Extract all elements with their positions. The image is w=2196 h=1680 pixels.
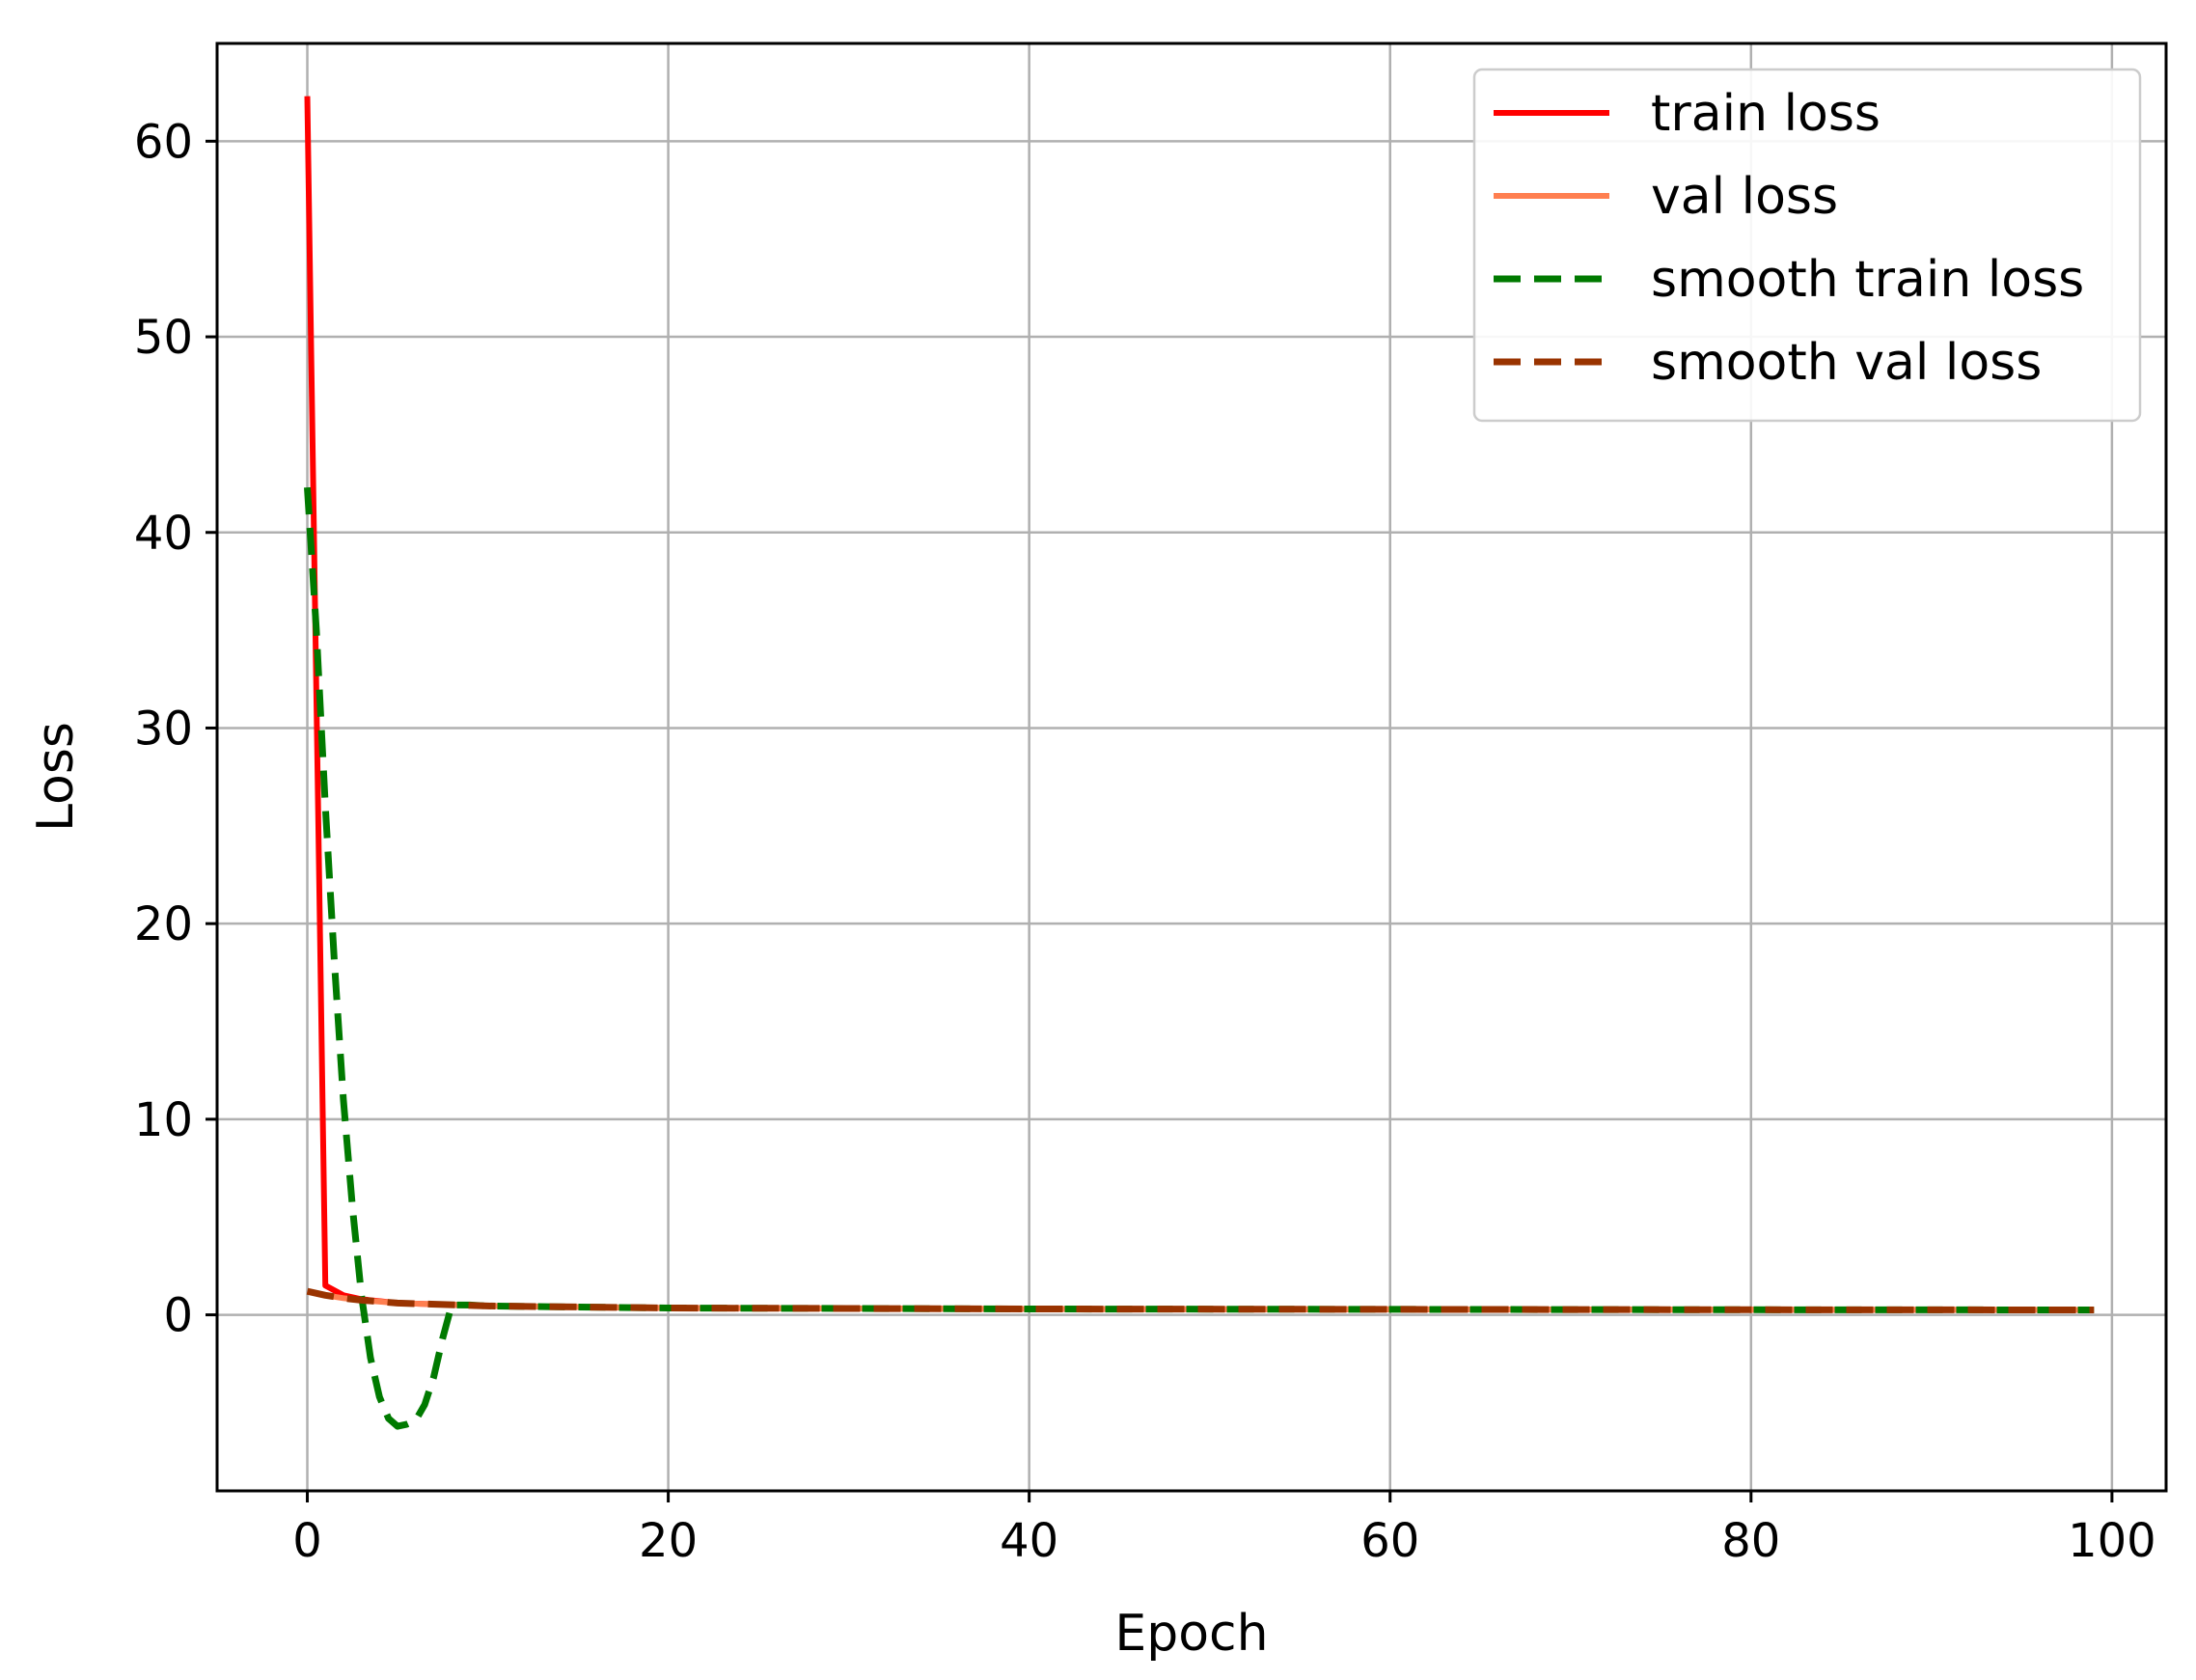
y-axis-ticks: 0 10 20 30 40 50 60 [134,115,217,1343]
legend-label: val loss [1651,168,1838,226]
x-axis-label: Epoch [1114,1605,1268,1663]
x-tick-label: 20 [639,1514,698,1568]
legend-label: train loss [1651,85,1880,143]
y-tick-label: 10 [134,1093,193,1147]
x-axis-ticks: 0 20 40 60 80 100 [292,1491,2156,1568]
legend-label: smooth val loss [1651,334,2042,392]
y-axis-label: Loss [27,722,85,832]
legend: train loss val loss smooth train loss smoot… [1472,68,2142,423]
y-tick-label: 30 [134,702,193,756]
x-tick-label: 100 [2068,1514,2156,1568]
x-tick-label: 40 [1000,1514,1058,1568]
y-tick-label: 50 [134,311,193,365]
legend-box [1472,68,2142,423]
x-tick-label: 0 [292,1514,322,1568]
y-tick-label: 40 [134,507,193,561]
legend-label: smooth train loss [1651,251,2084,309]
series-line-smooth-train-loss [304,486,2095,1430]
y-tick-label: 60 [134,115,193,169]
y-tick-label: 0 [163,1289,193,1343]
series-line-smooth-val-loss [306,1287,2095,1313]
y-tick-label: 20 [134,897,193,951]
series-lines [304,96,2095,1430]
x-tick-label: 80 [1721,1514,1780,1568]
plot-frame [215,41,2168,1493]
x-tick-label: 60 [1360,1514,1419,1568]
